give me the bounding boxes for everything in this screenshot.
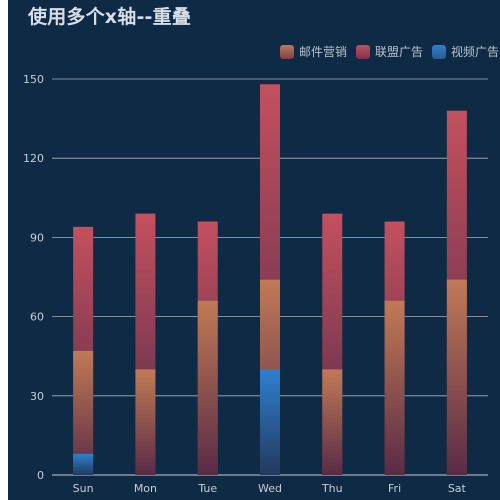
bar-邮件营销-Thu[interactable] [322,369,343,475]
bar-视频广告-Wed[interactable] [260,369,280,475]
legend-label-video: 视频广告 [451,45,500,59]
x-tick-label: Mon [134,482,157,495]
y-tick-label: 150 [23,73,44,86]
legend-item-video[interactable]: 视频广告 [432,43,499,60]
legend: 邮件营销 联盟广告 视频广告 [280,43,500,60]
y-tick-label: 30 [30,390,44,403]
legend-swatch-video [432,44,447,59]
left-edge-strip [0,0,8,500]
bar-邮件营销-Sun[interactable] [73,350,94,475]
legend-swatch-email [280,44,294,59]
legend-swatch-union [356,44,371,59]
x-tick-label: Fri [388,482,401,495]
chart-title: 使用多个x轴--重叠 [28,6,192,28]
bar-邮件营销-Tue[interactable] [197,300,218,475]
bar-邮件营销-Sat[interactable] [446,279,467,475]
y-tick-label: 120 [23,152,44,165]
bar-视频广告-Sun[interactable] [73,453,94,475]
bar-邮件营销-Mon[interactable] [135,369,156,475]
x-tick-label: Tue [197,482,217,495]
legend-label-email: 邮件营销 [299,45,348,59]
legend-item-email[interactable]: 邮件营销 [280,43,347,60]
y-tick-label: 90 [30,231,44,244]
legend-label-union: 联盟广告 [375,45,424,59]
legend-item-union[interactable]: 联盟广告 [356,43,423,60]
y-tick-label: 0 [37,469,44,482]
x-tick-label: Sun [73,482,94,495]
x-tick-label: Sat [448,482,467,495]
y-tick-label: 60 [30,311,44,324]
x-tick-label: Wed [258,482,282,495]
x-tick-label: Thu [321,482,343,495]
bar-邮件营销-Fri[interactable] [384,300,405,475]
